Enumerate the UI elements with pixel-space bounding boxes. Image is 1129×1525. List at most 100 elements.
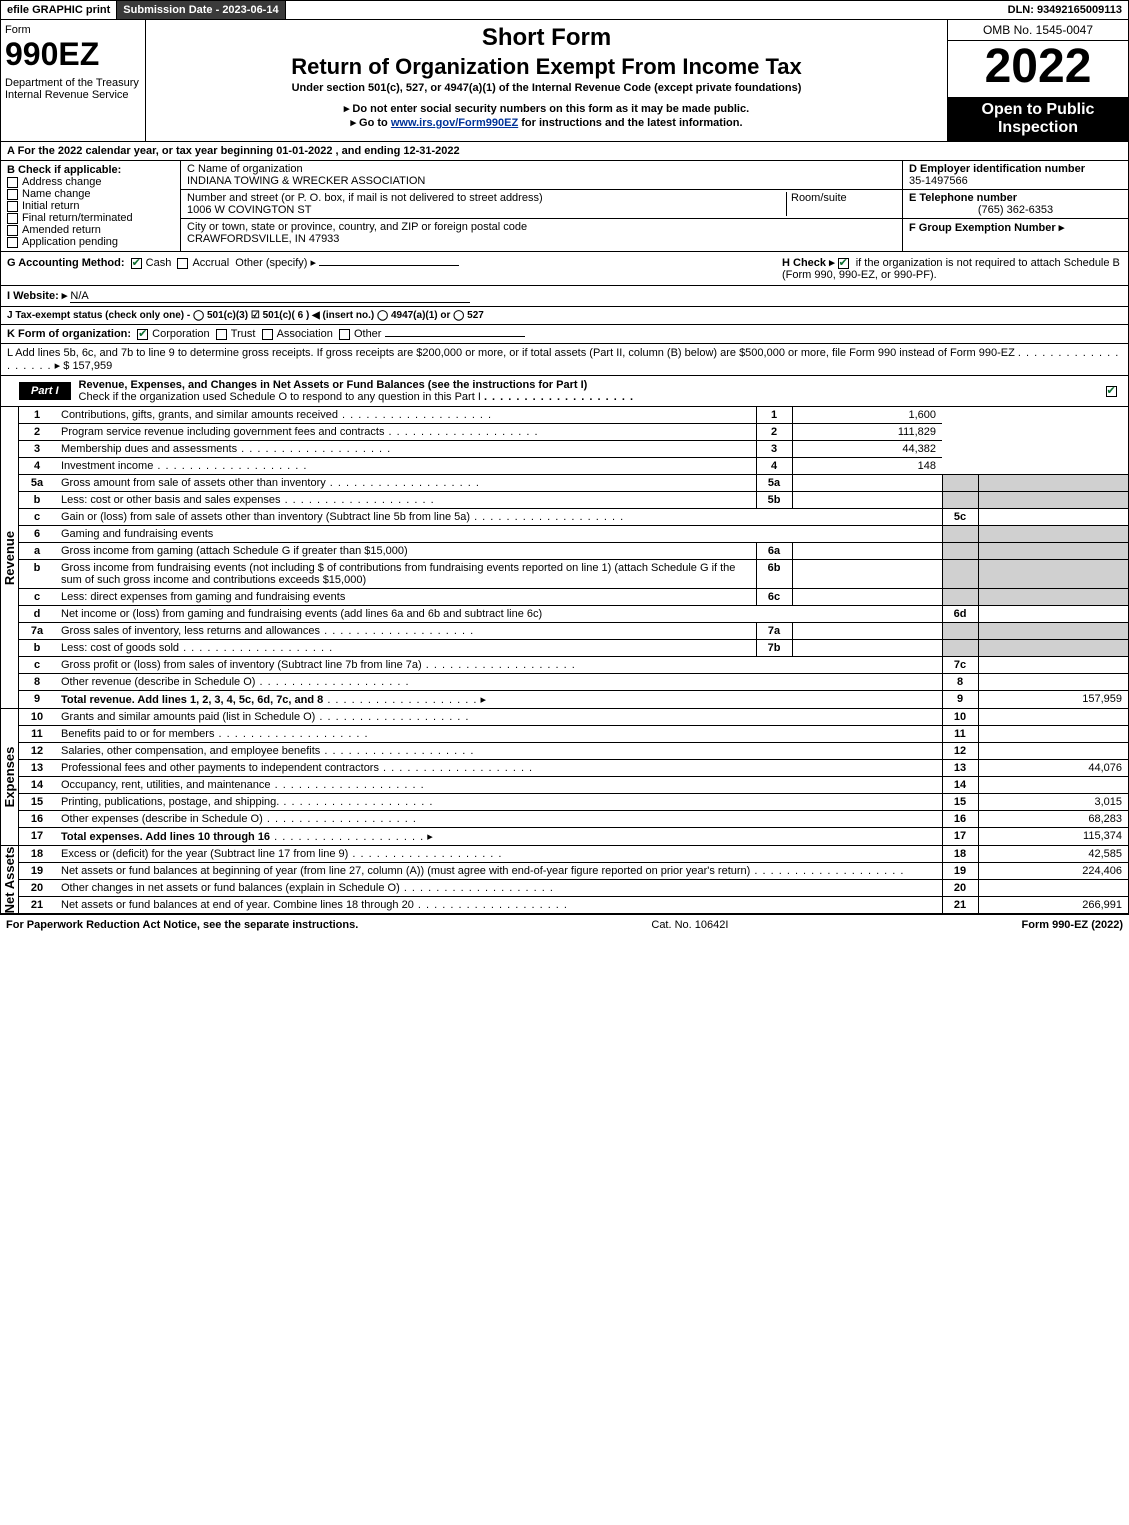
checkbox-icon[interactable] bbox=[7, 177, 18, 188]
expenses-vlabel: Expenses bbox=[1, 709, 19, 845]
line-13: 13Professional fees and other payments t… bbox=[19, 760, 1128, 777]
city-label: City or town, state or province, country… bbox=[187, 221, 527, 233]
sub3-pre: ▸ Go to bbox=[350, 117, 390, 129]
g-accounting: G Accounting Method: Cash Accrual Other … bbox=[7, 256, 782, 281]
checkbox-icon[interactable] bbox=[137, 329, 148, 340]
section-def: D Employer identification number 35-1497… bbox=[903, 161, 1128, 251]
dots bbox=[484, 391, 634, 403]
line-6c: cLess: direct expenses from gaming and f… bbox=[19, 589, 1128, 606]
tax-year: 2022 bbox=[948, 41, 1128, 97]
line-a: A For the 2022 calendar year, or tax yea… bbox=[1, 142, 1128, 161]
checkbox-icon[interactable] bbox=[7, 237, 18, 248]
checkbox-icon[interactable] bbox=[7, 201, 18, 212]
line-2: 2Program service revenue including gover… bbox=[19, 424, 1128, 441]
checkbox-icon[interactable] bbox=[7, 189, 18, 200]
line-6a: aGross income from gaming (attach Schedu… bbox=[19, 543, 1128, 560]
line-4: 4Investment income4148 bbox=[19, 458, 1128, 475]
l-amount: $ 157,959 bbox=[63, 360, 112, 372]
street: 1006 W COVINGTON ST bbox=[187, 204, 786, 216]
submission-date: Submission Date - 2023-06-14 bbox=[117, 1, 285, 19]
ein: 35-1497566 bbox=[909, 175, 1122, 187]
line-5c: cGain or (loss) from sale of assets othe… bbox=[19, 509, 1128, 526]
line-6b: bGross income from fundraising events (n… bbox=[19, 560, 1128, 589]
irs-link[interactable]: www.irs.gov/Form990EZ bbox=[391, 117, 518, 129]
c-name-row: C Name of organization INDIANA TOWING & … bbox=[181, 161, 902, 190]
expenses-section: Expenses 10Grants and similar amounts pa… bbox=[1, 709, 1128, 846]
line-3: 3Membership dues and assessments344,382 bbox=[19, 441, 1128, 458]
efile-print: efile GRAPHIC print bbox=[1, 1, 117, 19]
section-c: C Name of organization INDIANA TOWING & … bbox=[181, 161, 903, 251]
b-item-label: Initial return bbox=[22, 200, 79, 212]
line-5b: bLess: cost or other basis and sales exp… bbox=[19, 492, 1128, 509]
b-item: Address change bbox=[7, 176, 174, 188]
b-item-label: Name change bbox=[22, 188, 91, 200]
k-trust: Trust bbox=[231, 328, 256, 340]
line-12: 12Salaries, other compensation, and empl… bbox=[19, 743, 1128, 760]
netassets-section: Net Assets 18Excess or (deficit) for the… bbox=[1, 846, 1128, 914]
checkbox-icon[interactable] bbox=[1106, 386, 1117, 397]
form-990ez: efile GRAPHIC print Submission Date - 20… bbox=[0, 0, 1129, 915]
other-specify-input[interactable] bbox=[319, 265, 459, 266]
line-18: 18Excess or (deficit) for the year (Subt… bbox=[19, 846, 1128, 863]
form-label: Form bbox=[5, 24, 141, 36]
line-5a: 5aGross amount from sale of assets other… bbox=[19, 475, 1128, 492]
row-k: K Form of organization: Corporation Trus… bbox=[1, 325, 1128, 344]
checkbox-icon[interactable] bbox=[131, 258, 142, 269]
b-item-label: Final return/terminated bbox=[22, 212, 133, 224]
subtitle-1: Under section 501(c), 527, or 4947(a)(1)… bbox=[154, 82, 939, 94]
k-other-input[interactable] bbox=[385, 336, 525, 337]
c-city-row: City or town, state or province, country… bbox=[181, 219, 902, 247]
form-title: Return of Organization Exempt From Incom… bbox=[154, 54, 939, 80]
row-i: I Website: ▸ N/A bbox=[1, 286, 1128, 307]
subtitle-3: ▸ Go to www.irs.gov/Form990EZ for instru… bbox=[154, 116, 939, 129]
line-16: 16Other expenses (describe in Schedule O… bbox=[19, 811, 1128, 828]
line-17: 17Total expenses. Add lines 10 through 1… bbox=[19, 828, 1128, 846]
revenue-section: Revenue 1Contributions, gifts, grants, a… bbox=[1, 407, 1128, 709]
d-ein: D Employer identification number 35-1497… bbox=[903, 161, 1128, 190]
part1-sub: Check if the organization used Schedule … bbox=[79, 391, 481, 403]
row-j: J Tax-exempt status (check only one) - ◯… bbox=[1, 307, 1128, 325]
revenue-vlabel: Revenue bbox=[1, 407, 19, 708]
c-name-label: C Name of organization bbox=[187, 163, 896, 175]
checkbox-icon[interactable] bbox=[339, 329, 350, 340]
c-street-row: Number and street (or P. O. box, if mail… bbox=[181, 190, 902, 219]
line-6d: dNet income or (loss) from gaming and fu… bbox=[19, 606, 1128, 623]
header-mid: Short Form Return of Organization Exempt… bbox=[146, 20, 948, 141]
line-21: 21Net assets or fund balances at end of … bbox=[19, 897, 1128, 914]
checkbox-icon[interactable] bbox=[177, 258, 188, 269]
part1-tag: Part I bbox=[19, 382, 71, 400]
form-number: 990EZ bbox=[5, 36, 141, 73]
line-10: 10Grants and similar amounts paid (list … bbox=[19, 709, 1128, 726]
line-7c: cGross profit or (loss) from sales of in… bbox=[19, 657, 1128, 674]
line-15: 15Printing, publications, postage, and s… bbox=[19, 794, 1128, 811]
b-item: Final return/terminated bbox=[7, 212, 174, 224]
l-text: L Add lines 5b, 6c, and 7b to line 9 to … bbox=[7, 347, 1015, 359]
h-label: H Check ▸ bbox=[782, 257, 835, 269]
part1-title: Revenue, Expenses, and Changes in Net As… bbox=[71, 376, 1098, 406]
f-label: F Group Exemption Number ▸ bbox=[909, 221, 1122, 234]
b-item: Initial return bbox=[7, 200, 174, 212]
checkbox-icon[interactable] bbox=[216, 329, 227, 340]
line-7a: 7aGross sales of inventory, less returns… bbox=[19, 623, 1128, 640]
open-to-public: Open to Public Inspection bbox=[948, 97, 1128, 141]
header-left: Form 990EZ Department of the Treasury In… bbox=[1, 20, 146, 141]
netassets-vlabel: Net Assets bbox=[1, 846, 19, 913]
k-label: K Form of organization: bbox=[7, 328, 131, 340]
form-footer: For Paperwork Reduction Act Notice, see … bbox=[0, 915, 1129, 935]
checkbox-icon[interactable] bbox=[7, 225, 18, 236]
b-item: Amended return bbox=[7, 224, 174, 236]
department: Department of the Treasury Internal Reve… bbox=[5, 77, 141, 101]
k-other: Other bbox=[354, 328, 382, 340]
e-label: E Telephone number bbox=[909, 192, 1122, 204]
checkbox-icon[interactable] bbox=[838, 258, 849, 269]
line-8: 8Other revenue (describe in Schedule O)8 bbox=[19, 674, 1128, 691]
checkbox-icon[interactable] bbox=[7, 213, 18, 224]
expenses-table: 10Grants and similar amounts paid (list … bbox=[19, 709, 1128, 845]
omb-number: OMB No. 1545-0047 bbox=[948, 20, 1128, 41]
d-label: D Employer identification number bbox=[909, 163, 1122, 175]
row-gh: G Accounting Method: Cash Accrual Other … bbox=[1, 252, 1128, 286]
line-11: 11Benefits paid to or for members11 bbox=[19, 726, 1128, 743]
b-item: Application pending bbox=[7, 236, 174, 248]
header-right: OMB No. 1545-0047 2022 Open to Public In… bbox=[948, 20, 1128, 141]
checkbox-icon[interactable] bbox=[262, 329, 273, 340]
